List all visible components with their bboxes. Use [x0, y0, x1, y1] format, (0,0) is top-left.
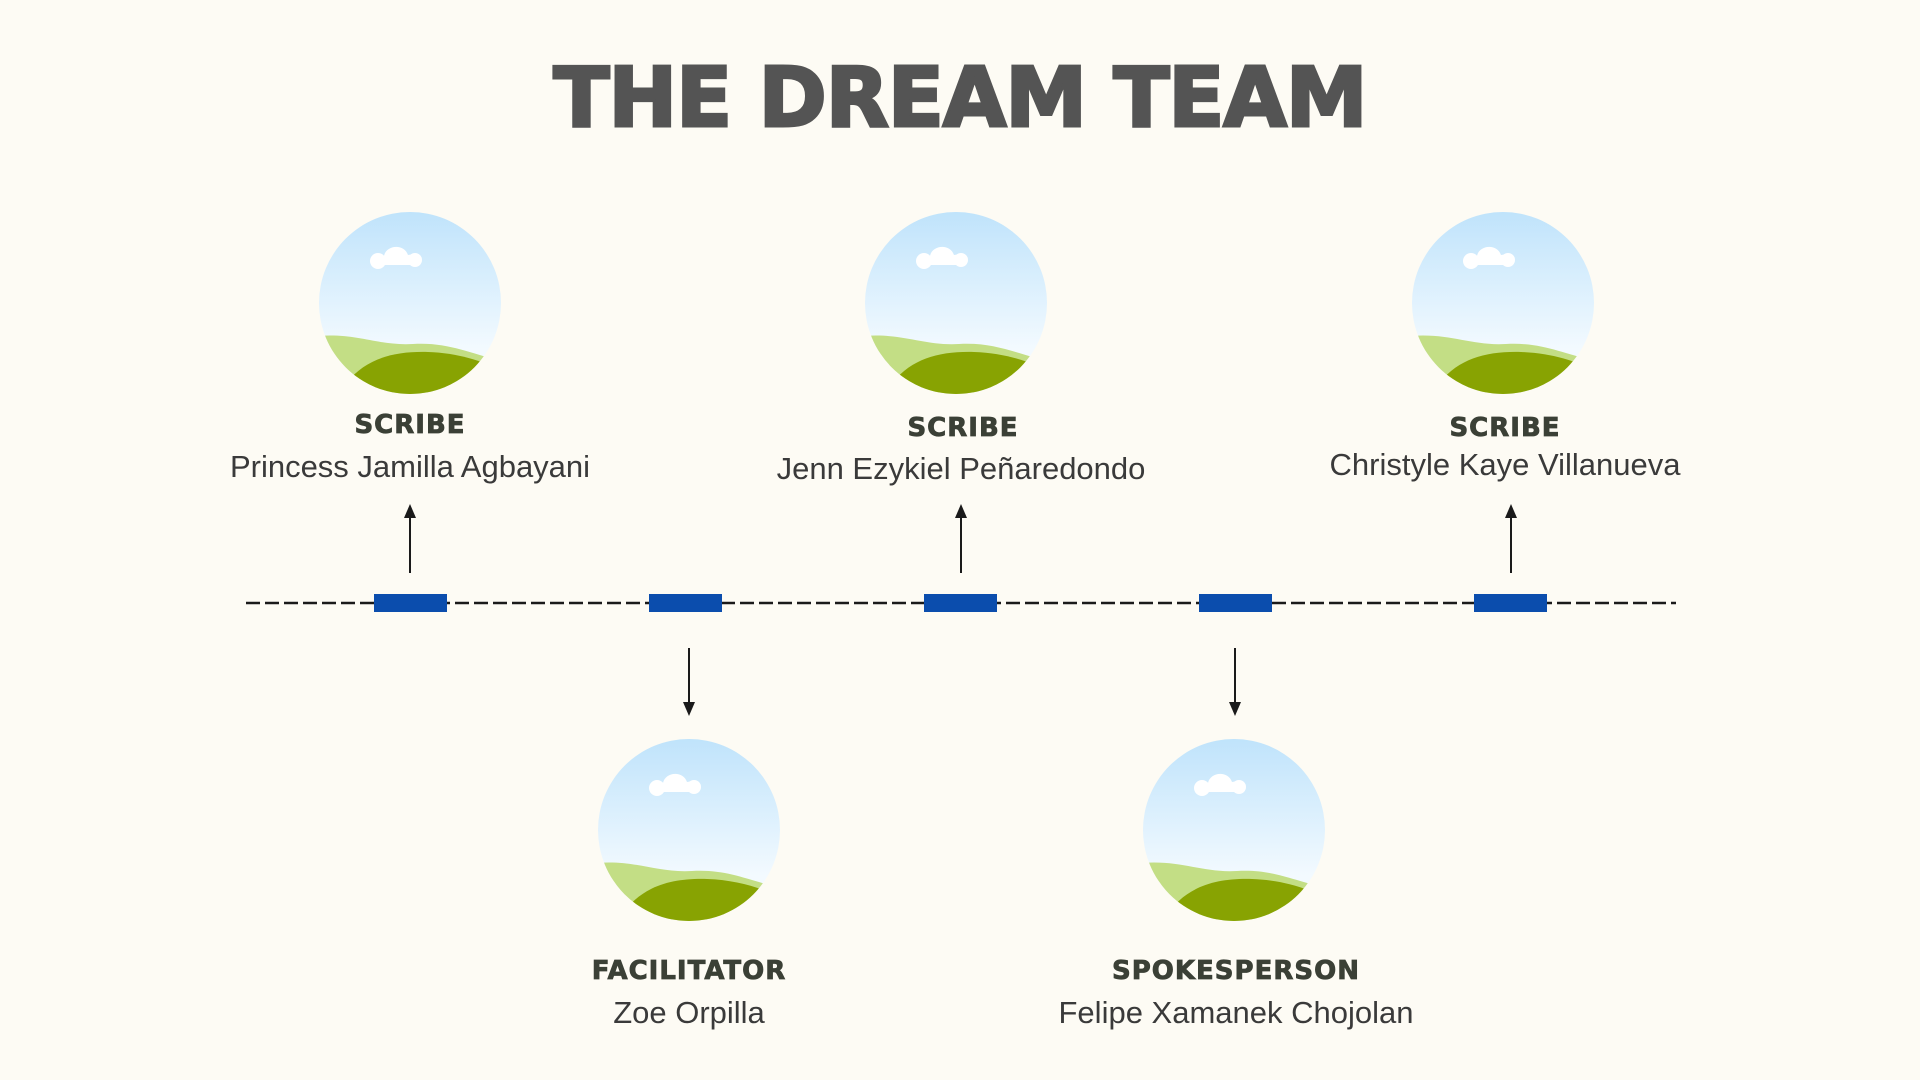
landscape-image-icon	[865, 212, 1047, 394]
timeline-marker	[924, 594, 997, 612]
landscape-image-icon	[1143, 739, 1325, 921]
member-name: Princess Jamilla Agbayani	[229, 449, 591, 484]
timeline-marker	[1474, 594, 1547, 612]
member-role: SCRIBE	[1449, 413, 1561, 443]
timeline-marker	[649, 594, 722, 612]
member-role: FACILITATOR	[591, 956, 787, 986]
landscape-image-icon	[598, 739, 780, 921]
member-name: Felipe Xamanek Chojolan	[1058, 995, 1414, 1030]
member-name: Jenn Ezykiel Peñaredondo	[776, 451, 1146, 486]
member-role: SPOKESPERSON	[1112, 956, 1360, 986]
page-title: THE DREAM TEAM	[552, 51, 1369, 146]
member-name: Christyle Kaye Villanueva	[1329, 447, 1681, 482]
member-role: SCRIBE	[354, 410, 466, 440]
timeline-marker	[1199, 594, 1272, 612]
member-name: Zoe Orpilla	[613, 995, 765, 1030]
timeline-marker	[374, 594, 447, 612]
landscape-image-icon	[319, 212, 501, 394]
member-role: SCRIBE	[907, 413, 1019, 443]
landscape-image-icon	[1412, 212, 1594, 394]
